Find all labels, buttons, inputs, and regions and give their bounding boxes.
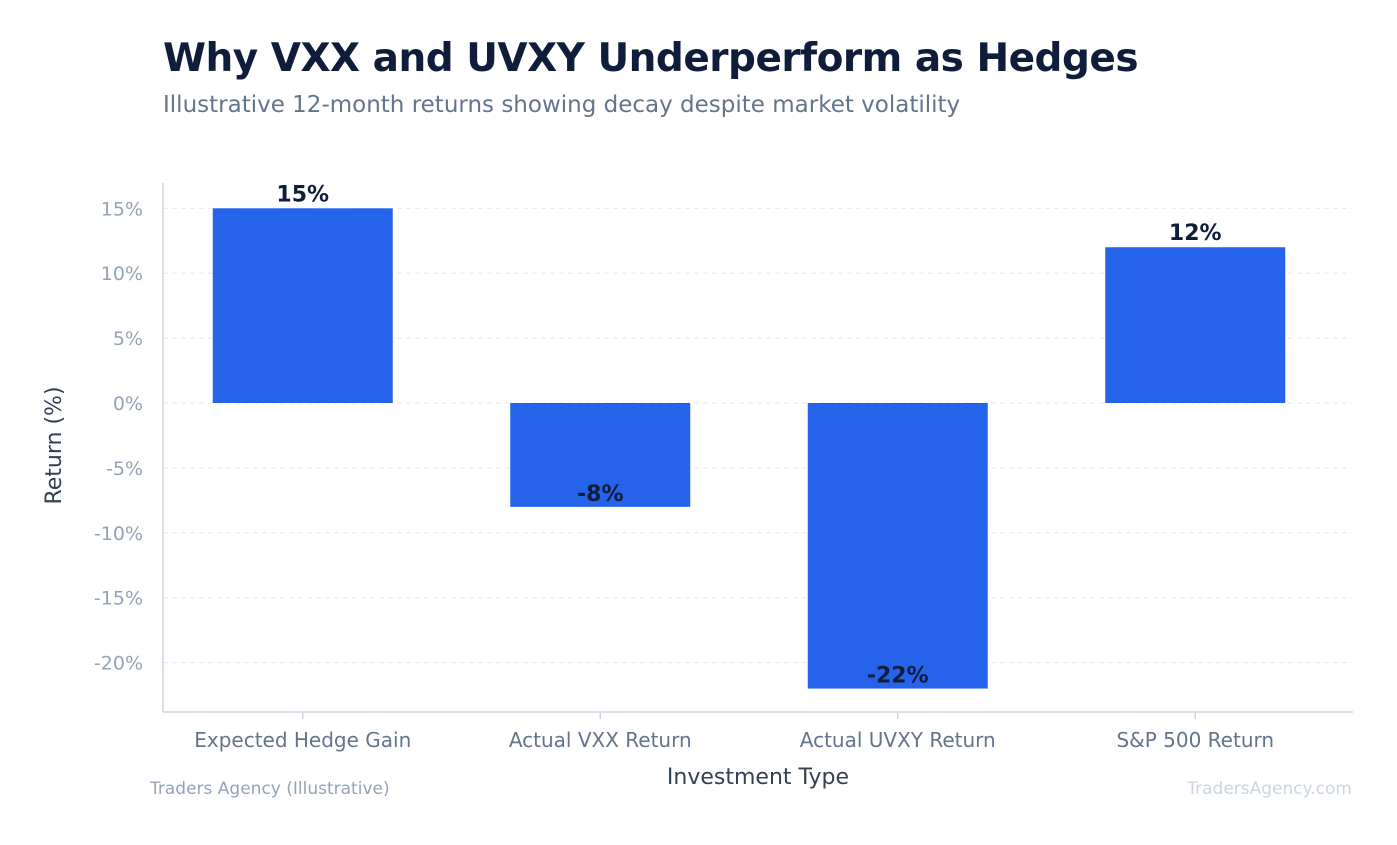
data-label: -8% xyxy=(577,482,623,507)
y-axis-title: Return (%) xyxy=(42,386,67,504)
bar xyxy=(1105,247,1286,403)
data-label: -22% xyxy=(867,664,929,689)
y-tick-label: -15% xyxy=(94,588,143,610)
source-note: Traders Agency (Illustrative) xyxy=(150,779,390,799)
y-tick-label: -20% xyxy=(94,653,143,675)
data-label: 12% xyxy=(1169,221,1222,246)
x-tick-label: Actual VXX Return xyxy=(509,728,692,752)
bar xyxy=(212,208,393,403)
watermark: TradersAgency.com xyxy=(1187,779,1352,799)
y-tick-label: 0% xyxy=(113,393,143,415)
chart-title: Why VXX and UVXY Underperform as Hedges xyxy=(163,36,1139,81)
x-tick-label: Expected Hedge Gain xyxy=(194,728,411,752)
x-tick-label: Actual UVXY Return xyxy=(800,728,996,752)
data-label: 15% xyxy=(276,182,329,207)
chart-subtitle: Illustrative 12-month returns showing de… xyxy=(163,92,961,118)
y-tick-label: -5% xyxy=(106,458,143,480)
bar xyxy=(807,403,988,689)
y-tick-label: 10% xyxy=(101,263,143,285)
y-tick-label: 5% xyxy=(113,328,143,350)
bar xyxy=(510,403,691,507)
x-axis-title: Investment Type xyxy=(667,765,849,790)
x-tick-label: S&P 500 Return xyxy=(1116,728,1274,752)
y-tick-label: -10% xyxy=(94,523,143,545)
y-tick-label: 15% xyxy=(101,198,143,220)
